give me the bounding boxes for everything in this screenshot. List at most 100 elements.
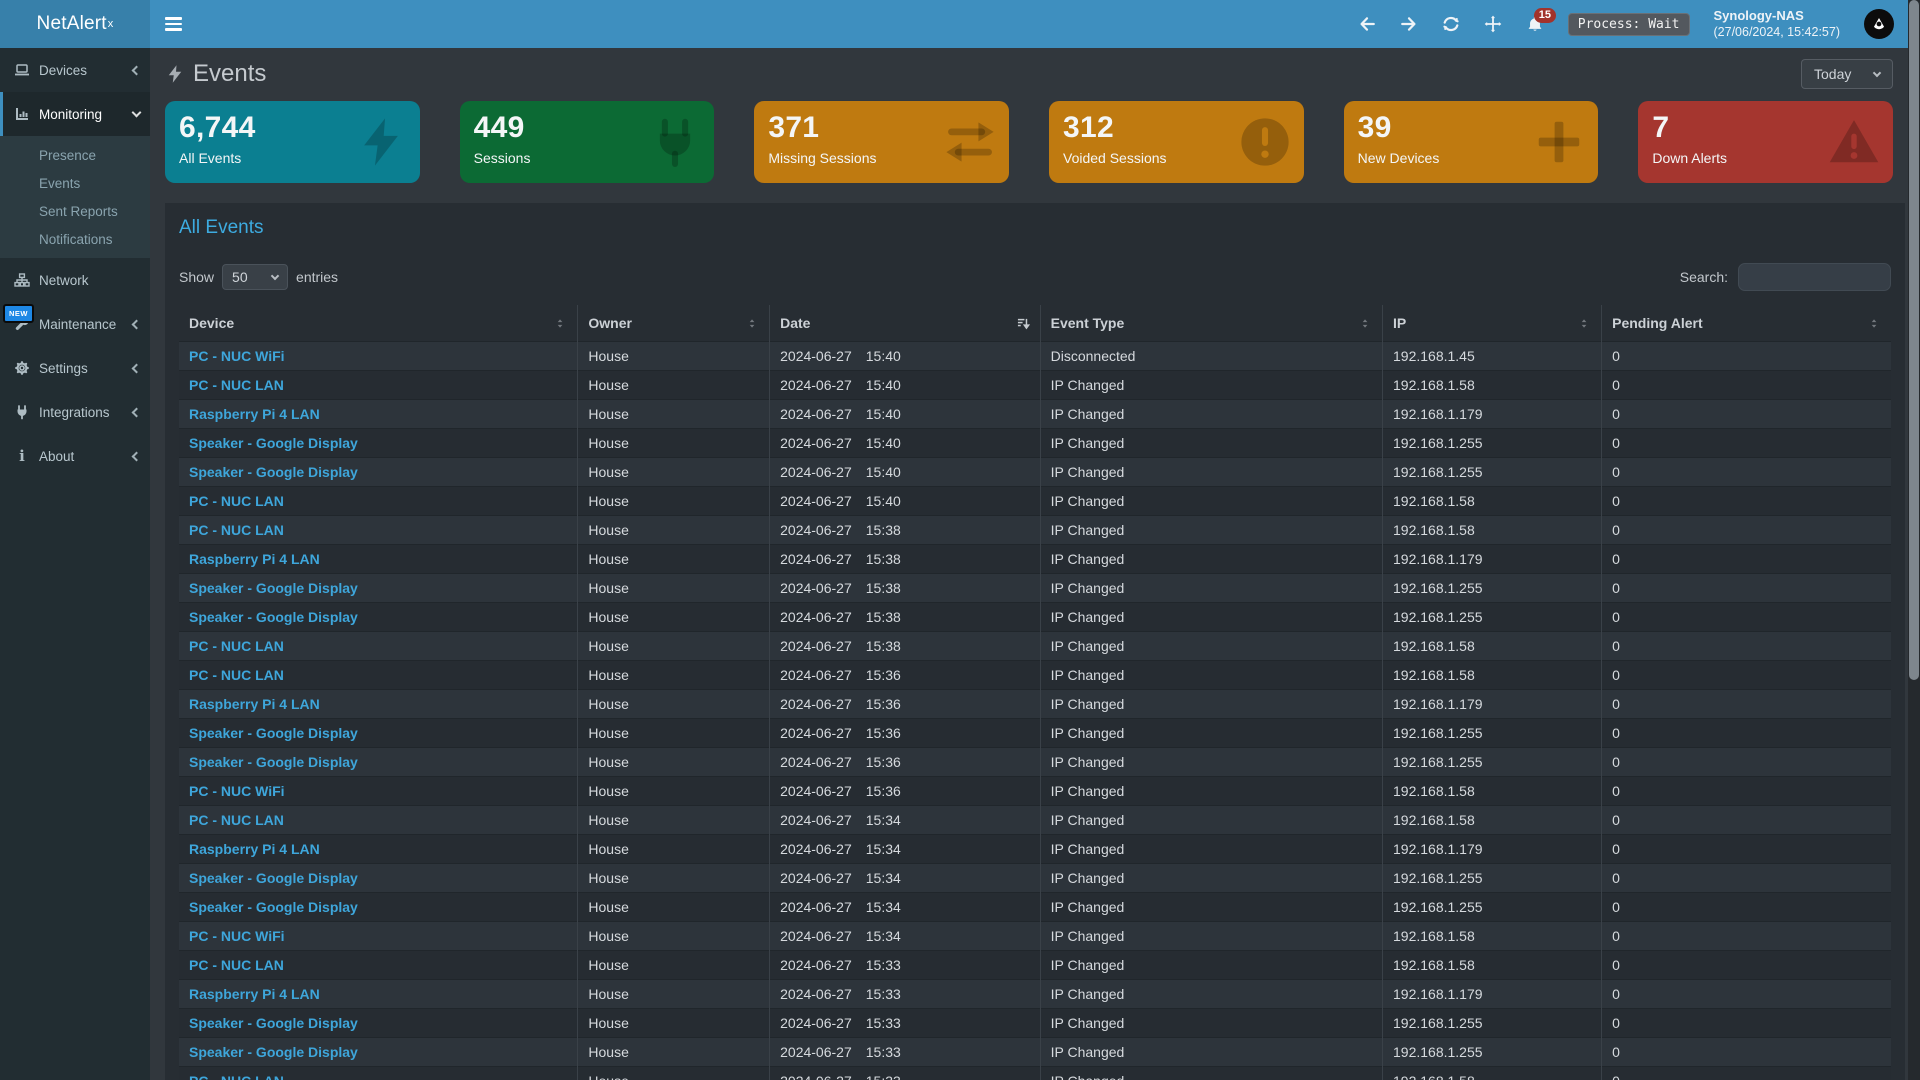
device-link[interactable]: PC - NUC LAN	[189, 377, 284, 393]
search-input[interactable]	[1738, 263, 1891, 291]
device-link[interactable]: PC - NUC WiFi	[189, 783, 285, 799]
device-link[interactable]: Speaker - Google Display	[189, 754, 358, 770]
notifications-bell-icon[interactable]: 15	[1526, 8, 1556, 33]
device-link[interactable]: PC - NUC LAN	[189, 493, 284, 509]
device-link[interactable]: PC - NUC WiFi	[189, 348, 285, 364]
device-link[interactable]: Speaker - Google Display	[189, 609, 358, 625]
pending-alert-cell: 0	[1601, 979, 1891, 1009]
forward-arrow-icon[interactable]	[1400, 15, 1418, 33]
scrollbar-thumb[interactable]	[1909, 0, 1919, 680]
page-scrollbar[interactable]	[1908, 0, 1920, 1080]
ip-cell: 192.168.1.179	[1381, 689, 1602, 719]
date-cell: 2024-06-27 15:36	[769, 660, 1041, 690]
notification-count-badge: 15	[1533, 8, 1556, 23]
device-link[interactable]: Raspberry Pi 4 LAN	[189, 406, 320, 422]
card-missing-sessions[interactable]: 371 Missing Sessions	[754, 101, 1009, 183]
sidebar-item-about[interactable]: i About	[0, 434, 150, 478]
column-header-event-type[interactable]: Event Type	[1039, 305, 1383, 342]
device-link[interactable]: PC - NUC LAN	[179, 1067, 578, 1080]
bolt-icon	[354, 115, 408, 169]
sidebar-subitem-events[interactable]: Events	[39, 175, 81, 191]
device-link[interactable]: Speaker - Google Display	[189, 464, 358, 480]
sidebar-subitem-presence[interactable]: Presence	[39, 147, 97, 163]
host-info: Synology-NAS (27/06/2024, 15:42:57)	[1714, 8, 1841, 40]
device-link[interactable]: Raspberry Pi 4 LAN	[189, 986, 320, 1002]
sitemap-icon	[14, 272, 30, 288]
device-link[interactable]: PC - NUC LAN	[189, 812, 284, 828]
card-all-events[interactable]: 6,744 All Events	[165, 101, 420, 183]
owner-cell: House	[577, 863, 770, 893]
sidebar-item-maintenance[interactable]: NEW Maintenance	[0, 302, 150, 346]
device-link[interactable]: PC - NUC LAN	[189, 638, 284, 654]
chart-icon	[14, 106, 30, 122]
sidebar-toggle-button[interactable]	[150, 0, 196, 48]
date-range-selector[interactable]: Today	[1801, 59, 1893, 89]
pending-alert-cell: 0	[1601, 631, 1891, 661]
table-row: Speaker - Google Display House 2024-06-2…	[179, 1008, 1891, 1038]
sidebar-item-label: Devices	[39, 62, 88, 78]
pending-alert-cell: 0	[1601, 950, 1891, 980]
user-avatar[interactable]	[1864, 9, 1894, 39]
sort-icon	[1868, 317, 1881, 330]
sidebar-item-integrations[interactable]: Integrations	[0, 390, 150, 434]
date-cell: 2024-06-27 15:38	[769, 515, 1041, 545]
card-down-alerts[interactable]: 7 Down Alerts	[1638, 101, 1893, 183]
move-icon[interactable]	[1484, 15, 1502, 33]
table-row: Speaker - Google Display House 2024-06-2…	[179, 457, 1891, 487]
page-length-select[interactable]: 50	[222, 264, 289, 290]
device-link[interactable]: Speaker - Google Display	[189, 870, 358, 886]
sidebar-item-settings[interactable]: Settings	[0, 346, 150, 390]
sidebar-subitem-notifications[interactable]: Notifications	[39, 231, 113, 247]
sidebar-subitem-sent-reports[interactable]: Sent Reports	[39, 203, 118, 219]
table-row: Speaker - Google Display House 2024-06-2…	[179, 892, 1891, 922]
event-type-cell: IP Changed	[1039, 370, 1383, 400]
sidebar-item-label: Integrations	[39, 404, 110, 420]
device-link[interactable]: Speaker - Google Display	[189, 580, 358, 596]
show-label: Show	[179, 269, 215, 285]
pending-alert-cell: 0	[1601, 1066, 1891, 1080]
event-type-cell: IP Changed	[1039, 457, 1383, 487]
card-new-devices[interactable]: 39 New Devices	[1343, 101, 1599, 183]
gear-icon	[14, 360, 30, 376]
event-type-cell: IP Changed	[1039, 921, 1383, 951]
table-row: PC - NUC WiFi House 2024-06-27 15:36 IP C…	[179, 776, 1891, 806]
table-row: Speaker - Google Display House 2024-06-2…	[179, 747, 1891, 777]
device-link[interactable]: Speaker - Google Display	[189, 1044, 358, 1060]
sidebar-item-network[interactable]: Network	[0, 258, 150, 302]
date-cell: 2024-06-27 15:38	[769, 544, 1041, 574]
sort-icon	[1578, 317, 1591, 330]
sidebar-item-devices[interactable]: Devices	[0, 48, 150, 92]
chevron-down-icon	[270, 271, 280, 280]
laptop-icon	[14, 62, 30, 78]
card-sessions[interactable]: 449 Sessions	[459, 101, 715, 183]
column-header-owner[interactable]: Owner	[577, 305, 770, 342]
card-voided-sessions[interactable]: 312 Voided Sessions	[1049, 101, 1304, 183]
plug-icon	[14, 404, 30, 420]
column-header-ip[interactable]: IP	[1381, 305, 1602, 342]
device-link[interactable]: Speaker - Google Display	[189, 1015, 358, 1031]
refresh-icon[interactable]	[1442, 15, 1460, 33]
table-header-row: Device Owner Date Event Type IP Pending …	[179, 305, 1891, 342]
column-header-date[interactable]: Date	[769, 305, 1041, 342]
device-link[interactable]: PC - NUC LAN	[189, 957, 284, 973]
column-header-device[interactable]: Device	[179, 305, 578, 342]
device-link[interactable]: Speaker - Google Display	[189, 725, 358, 741]
ip-cell: 192.168.1.255	[1381, 457, 1602, 487]
ip-cell: 192.168.1.255	[1381, 602, 1602, 632]
owner-cell: House	[577, 950, 770, 980]
column-header-pending-alert[interactable]: Pending Alert	[1601, 305, 1891, 342]
sidebar-item-monitoring[interactable]: Monitoring	[0, 92, 150, 136]
event-type-cell: IP Changed	[1039, 805, 1383, 835]
device-link[interactable]: Raspberry Pi 4 LAN	[189, 841, 320, 857]
device-link[interactable]: Raspberry Pi 4 LAN	[189, 696, 320, 712]
device-link[interactable]: PC - NUC WiFi	[189, 928, 285, 944]
device-link[interactable]: Speaker - Google Display	[189, 435, 358, 451]
device-link[interactable]: PC - NUC LAN	[189, 522, 284, 538]
device-link[interactable]: PC - NUC LAN	[189, 667, 284, 683]
device-link[interactable]: Speaker - Google Display	[189, 899, 358, 915]
owner-cell: House	[577, 486, 770, 516]
card-value: 39	[1357, 111, 1392, 144]
device-link[interactable]: Raspberry Pi 4 LAN	[189, 551, 320, 567]
back-arrow-icon[interactable]	[1358, 15, 1376, 33]
app-logo[interactable]: NetAlert​x	[0, 0, 150, 48]
